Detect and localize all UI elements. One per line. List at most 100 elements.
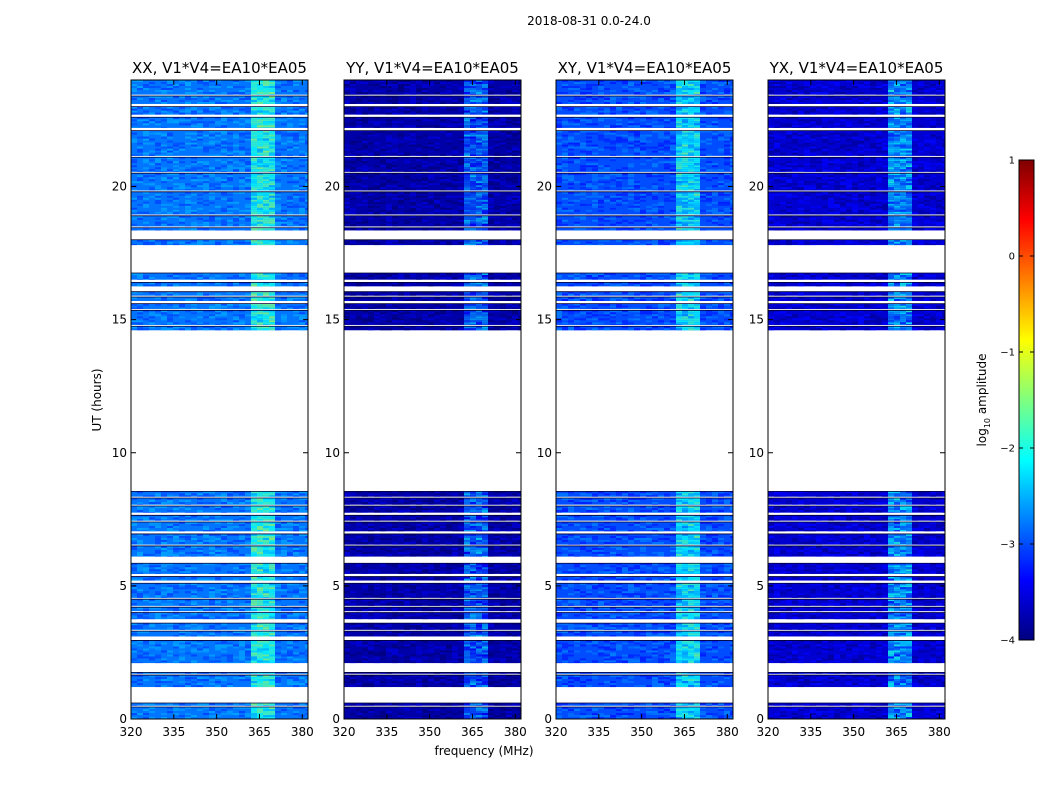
speckle — [356, 326, 362, 329]
speckle — [263, 328, 269, 331]
speckle — [137, 502, 143, 505]
speckle — [155, 239, 161, 242]
speckle — [185, 591, 191, 594]
speckle — [299, 209, 305, 212]
speckle — [263, 101, 269, 104]
speckle — [215, 589, 221, 592]
speckle — [149, 500, 155, 503]
speckle — [269, 97, 275, 100]
speckle — [293, 142, 299, 145]
speckle — [227, 660, 233, 663]
speckle — [251, 717, 257, 719]
speckle — [269, 117, 275, 120]
speckle — [293, 555, 299, 557]
speckle — [293, 646, 299, 649]
speckle — [434, 563, 440, 566]
speckle — [155, 502, 161, 505]
speckle — [161, 612, 167, 615]
speckle — [197, 616, 203, 619]
speckle — [137, 279, 143, 280]
speckle — [380, 517, 386, 520]
speckle — [185, 201, 191, 204]
speckle — [464, 491, 470, 494]
speckle — [269, 144, 275, 147]
speckle — [251, 298, 257, 301]
speckle — [368, 679, 374, 682]
speckle — [215, 132, 221, 135]
speckle — [305, 591, 308, 594]
speckle — [251, 273, 257, 276]
speckle — [131, 603, 137, 606]
speckle — [251, 527, 257, 530]
speckle — [245, 658, 251, 661]
speckle — [185, 493, 191, 496]
speckle — [404, 660, 410, 663]
speckle — [305, 217, 308, 220]
speckle — [305, 108, 308, 111]
speckle — [470, 553, 476, 556]
speckle — [518, 642, 521, 645]
speckle — [404, 601, 410, 604]
speckle — [143, 512, 149, 513]
speckle — [281, 112, 287, 115]
speckle — [464, 644, 470, 647]
speckle — [416, 320, 422, 323]
speckle — [143, 599, 149, 602]
speckle — [251, 215, 257, 218]
speckle — [131, 207, 137, 210]
speckle — [209, 625, 215, 628]
speckle — [293, 195, 299, 198]
speckle — [281, 296, 287, 299]
speckle — [464, 324, 470, 325]
speckle — [209, 547, 215, 550]
speckle — [275, 683, 281, 686]
speckle — [257, 142, 263, 145]
speckle — [344, 504, 350, 505]
speckle — [179, 709, 185, 712]
speckle — [179, 633, 185, 636]
speckle — [251, 711, 257, 714]
speckle — [299, 199, 305, 202]
speckle — [476, 545, 482, 548]
speckle — [149, 195, 155, 198]
speckle — [263, 324, 269, 325]
speckle — [161, 99, 167, 102]
speckle — [251, 650, 257, 653]
speckle — [500, 662, 506, 664]
speckle — [380, 711, 386, 714]
speckle — [185, 500, 191, 503]
speckle — [398, 654, 404, 657]
speckle — [269, 652, 275, 655]
speckle — [131, 127, 137, 128]
speckle — [251, 320, 257, 323]
speckle — [263, 685, 269, 688]
speckle — [251, 136, 257, 139]
speckle — [191, 80, 197, 82]
speckle — [494, 515, 500, 518]
speckle — [131, 658, 137, 661]
speckle — [392, 527, 398, 530]
speckle — [131, 217, 137, 220]
speckle — [293, 640, 299, 643]
speckle — [245, 119, 251, 122]
speckle — [512, 307, 518, 309]
speckle — [458, 508, 464, 510]
speckle — [350, 547, 356, 550]
speckle — [446, 303, 452, 306]
speckle — [227, 662, 233, 664]
speckle — [428, 650, 434, 653]
speckle — [263, 187, 269, 190]
speckle — [299, 328, 305, 331]
speckle — [293, 508, 299, 510]
speckle — [239, 273, 245, 276]
speckle — [356, 705, 362, 706]
speckle — [386, 320, 392, 323]
speckle — [137, 324, 143, 325]
speckle — [251, 493, 257, 496]
speckle — [368, 652, 374, 655]
speckle — [356, 597, 362, 598]
speckle — [209, 533, 215, 536]
speckle — [299, 291, 305, 294]
speckle — [350, 500, 356, 503]
speckle — [257, 328, 263, 331]
